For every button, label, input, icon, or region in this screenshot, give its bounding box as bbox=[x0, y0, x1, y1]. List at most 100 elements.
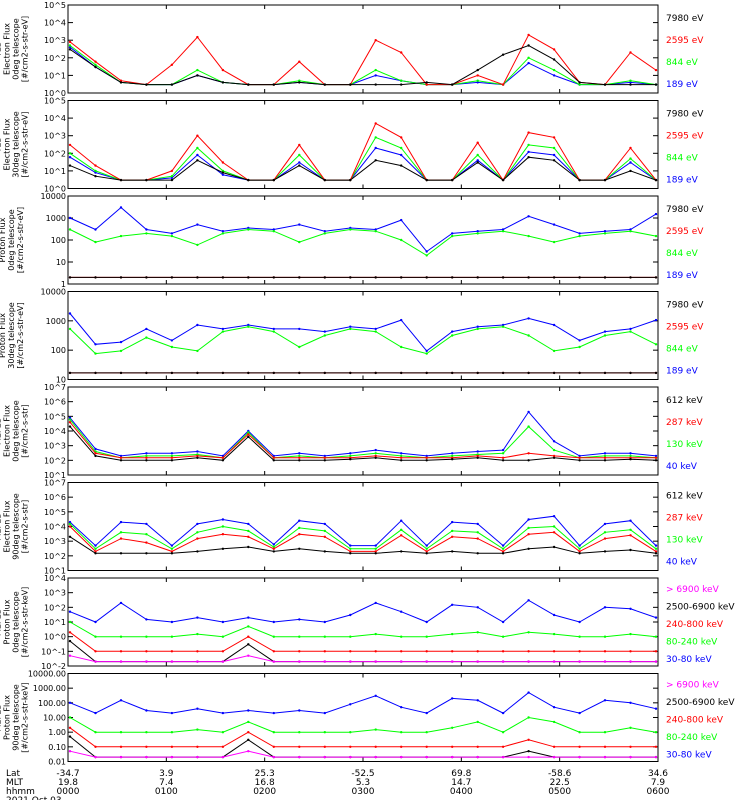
data-point bbox=[221, 711, 225, 715]
data-point bbox=[323, 522, 326, 526]
data-point bbox=[527, 518, 530, 521]
series-line--6900-kev bbox=[69, 750, 656, 758]
y-tick-label: 10^1 bbox=[44, 71, 66, 80]
data-point bbox=[476, 327, 479, 331]
data-point bbox=[629, 81, 632, 84]
x-tick-mlt: 5.3 bbox=[356, 778, 370, 788]
data-point bbox=[400, 51, 403, 54]
legend-entry: 7980 eV bbox=[666, 14, 704, 24]
data-point bbox=[374, 650, 377, 653]
data-point bbox=[94, 552, 97, 555]
data-point bbox=[527, 650, 530, 653]
x-tick-lat: 69.8 bbox=[451, 769, 471, 779]
data-point bbox=[603, 232, 607, 235]
x-tick-hhmm: 0200 bbox=[253, 787, 276, 797]
data-point bbox=[451, 745, 454, 748]
data-point bbox=[629, 330, 632, 333]
data-point bbox=[196, 531, 199, 534]
series-line-240-800-kev bbox=[69, 727, 656, 748]
data-point bbox=[476, 232, 479, 235]
data-point bbox=[196, 146, 199, 150]
data-point bbox=[603, 699, 607, 702]
data-point bbox=[629, 650, 632, 653]
data-point bbox=[221, 330, 225, 333]
data-point bbox=[298, 223, 301, 226]
data-point bbox=[298, 60, 301, 63]
data-point bbox=[451, 550, 454, 553]
data-point bbox=[578, 339, 581, 342]
data-point bbox=[247, 83, 250, 86]
data-point bbox=[501, 731, 505, 734]
y-axis-label-line: TED bbox=[0, 41, 3, 58]
data-point bbox=[578, 454, 581, 458]
series-group bbox=[68, 206, 658, 279]
data-point bbox=[400, 528, 403, 531]
data-point bbox=[654, 731, 658, 734]
data-point bbox=[374, 448, 377, 452]
x-tick-hhmm: 0000 bbox=[57, 787, 80, 797]
data-point bbox=[349, 454, 352, 458]
data-point bbox=[272, 660, 275, 663]
data-point bbox=[272, 635, 275, 638]
data-point bbox=[68, 418, 72, 421]
data-point bbox=[501, 755, 505, 759]
y-tick-label: 10^1 bbox=[44, 471, 66, 480]
data-point bbox=[298, 161, 301, 164]
date-label: 2021 Oct 03 bbox=[6, 796, 62, 800]
data-point bbox=[145, 755, 148, 759]
data-point bbox=[145, 745, 148, 748]
data-point bbox=[196, 522, 199, 526]
data-point bbox=[196, 223, 199, 226]
data-point bbox=[654, 454, 658, 458]
data-point bbox=[374, 755, 377, 759]
data-point bbox=[68, 425, 72, 428]
data-point bbox=[349, 613, 352, 617]
data-point bbox=[196, 323, 199, 327]
data-point bbox=[68, 216, 72, 220]
data-point bbox=[527, 44, 530, 47]
data-point bbox=[552, 74, 556, 77]
data-point bbox=[221, 660, 225, 663]
data-point bbox=[68, 520, 72, 524]
data-point bbox=[68, 164, 72, 167]
legend-entry: 30-80 keV bbox=[666, 751, 712, 761]
data-point bbox=[272, 83, 275, 86]
panel-frame bbox=[67, 195, 659, 285]
data-point bbox=[654, 745, 658, 748]
series-group bbox=[68, 312, 658, 375]
data-point bbox=[527, 334, 530, 337]
data-point bbox=[119, 745, 123, 748]
data-point bbox=[298, 745, 301, 748]
data-point bbox=[629, 327, 632, 331]
y-tick-label: 10^4 bbox=[44, 114, 66, 123]
data-point bbox=[196, 371, 199, 375]
y-tick-label: 1000.00 bbox=[33, 684, 66, 693]
data-point bbox=[603, 550, 607, 553]
y-axis-label-line: [#/cm2-s-str-keV] bbox=[21, 682, 30, 753]
data-point bbox=[374, 83, 377, 86]
data-point bbox=[374, 276, 377, 279]
data-point bbox=[552, 448, 556, 452]
data-point bbox=[374, 632, 377, 636]
data-point bbox=[374, 68, 377, 72]
data-point bbox=[94, 620, 97, 624]
series-line-844-ev bbox=[69, 136, 657, 181]
data-point bbox=[578, 547, 581, 550]
data-point bbox=[552, 660, 556, 663]
data-point bbox=[196, 159, 199, 162]
data-point bbox=[578, 456, 581, 459]
data-point bbox=[221, 525, 225, 528]
data-point bbox=[603, 745, 607, 748]
data-point bbox=[68, 631, 72, 634]
data-point bbox=[323, 232, 326, 235]
data-point bbox=[298, 635, 301, 638]
data-point bbox=[145, 371, 148, 375]
data-point bbox=[145, 533, 148, 536]
data-point bbox=[119, 531, 123, 534]
data-point bbox=[425, 635, 428, 638]
data-point bbox=[323, 660, 326, 663]
data-point bbox=[476, 141, 479, 144]
y-tick-label: 10^3 bbox=[44, 36, 66, 45]
data-point bbox=[323, 334, 326, 337]
data-point bbox=[221, 327, 225, 331]
